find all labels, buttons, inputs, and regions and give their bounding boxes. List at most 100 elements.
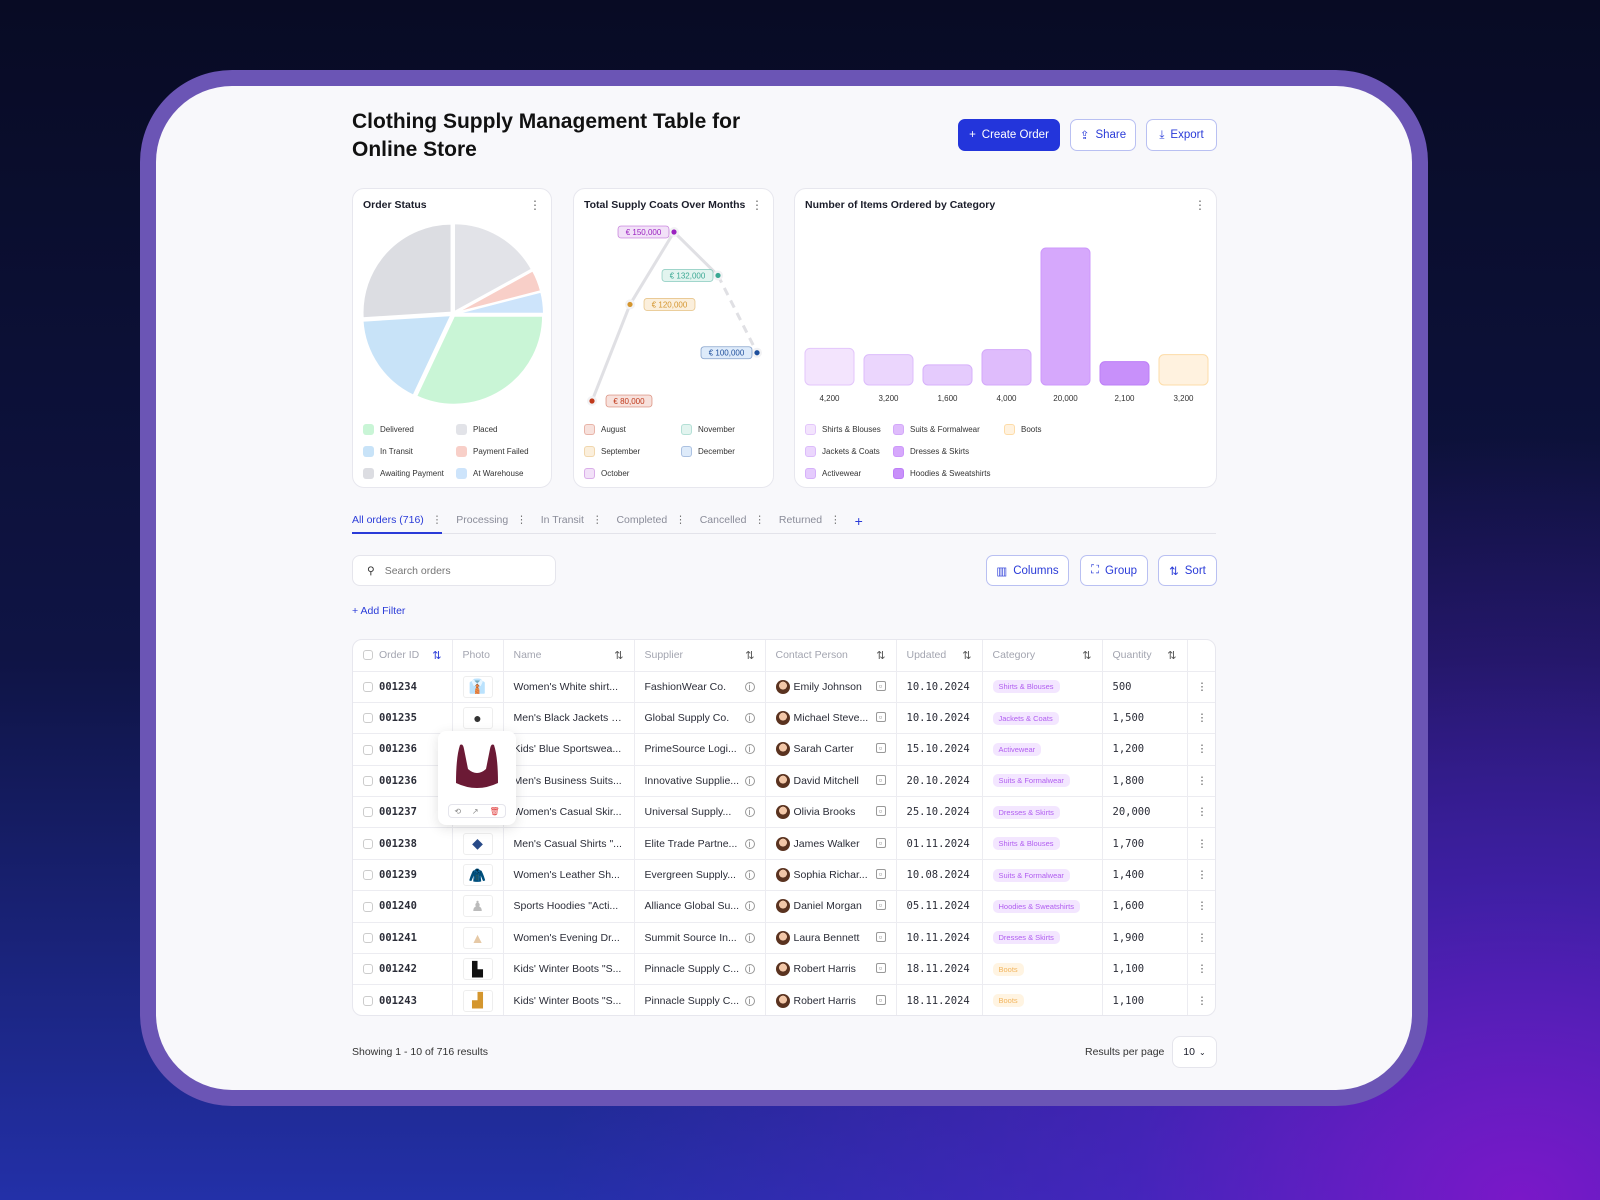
bar-activewear[interactable] (922, 364, 973, 386)
bar-jackets-coats[interactable] (863, 354, 914, 386)
column-header[interactable]: Order ID ⇅ (353, 640, 453, 672)
more-icon[interactable]: ⋮ (591, 514, 603, 526)
pie-slice-delivered[interactable] (414, 314, 545, 406)
info-icon[interactable]: i (744, 681, 755, 692)
more-icon[interactable]: ⋮ (751, 198, 763, 212)
table-row[interactable]: 001234 👔 Women's White shirt... i Fashion… (353, 671, 1215, 703)
contact-card-icon[interactable]: ▫ (875, 931, 886, 942)
row-more-icon[interactable]: ⋮ (1187, 733, 1215, 766)
row-checkbox[interactable] (363, 807, 373, 818)
per-page-select[interactable]: 10 ⌄ (1172, 1036, 1217, 1068)
row-checkbox[interactable] (363, 995, 373, 1006)
add-tab-icon[interactable]: + (854, 513, 863, 529)
column-header[interactable]: Name ⇅ (503, 640, 635, 672)
sort-icon[interactable]: ⇅ (876, 649, 886, 662)
row-more-icon[interactable]: ⋮ (1187, 890, 1215, 923)
column-header[interactable]: Photo (452, 640, 504, 672)
pie-slice-at-warehouse[interactable] (454, 290, 545, 315)
data-point[interactable] (589, 398, 595, 404)
data-point[interactable] (754, 350, 760, 356)
sort-button[interactable]: ⇅ Sort (1158, 555, 1217, 586)
tab-in-transit[interactable]: In Transit ⋮ (541, 514, 603, 534)
more-icon[interactable]: ⋮ (516, 514, 527, 526)
contact-card-icon[interactable]: ▫ (875, 900, 886, 911)
row-more-icon[interactable]: ⋮ (1187, 984, 1215, 1015)
pie-slice-placed[interactable] (453, 222, 534, 314)
column-header[interactable]: Supplier ⇅ (634, 640, 766, 672)
pie-slice-in-transit[interactable] (361, 314, 453, 397)
leather-jacket-photo[interactable]: 🧥 (462, 864, 493, 887)
data-point[interactable] (671, 229, 677, 235)
row-checkbox[interactable] (363, 838, 373, 849)
more-icon[interactable]: ⋮ (830, 514, 841, 526)
row-checkbox[interactable] (363, 870, 373, 881)
black-jacket-photo[interactable]: ● (462, 707, 493, 730)
tab-cancelled[interactable]: Cancelled ⋮ (700, 514, 765, 534)
tab-completed[interactable]: Completed ⋮ (616, 514, 685, 534)
contact-card-icon[interactable]: ▫ (875, 994, 886, 1005)
row-checkbox[interactable] (363, 713, 373, 724)
contact-card-icon[interactable]: ▫ (875, 806, 886, 817)
table-row[interactable]: 001240 ♟ Sports Hoodies "Acti... i Allian… (353, 890, 1215, 923)
row-checkbox[interactable] (363, 776, 373, 787)
info-icon[interactable]: i (744, 775, 755, 786)
contact-card-icon[interactable]: ▫ (875, 963, 886, 974)
blue-shirt-photo[interactable]: 👔 (462, 675, 493, 698)
bar-hoodies-sweatshirts[interactable] (1099, 361, 1150, 386)
black-boots-photo[interactable]: ▙ (462, 958, 493, 981)
row-more-icon[interactable]: ⋮ (1187, 953, 1215, 986)
bar-suits-formalwear[interactable] (981, 349, 1032, 386)
open-external-icon[interactable]: ↗ (471, 806, 479, 816)
info-icon[interactable]: i (744, 995, 755, 1006)
sort-icon[interactable]: ⇅ (1167, 649, 1177, 662)
row-checkbox[interactable] (363, 744, 373, 755)
row-more-icon[interactable]: ⋮ (1187, 702, 1215, 735)
bar-boots[interactable] (1158, 354, 1209, 386)
sort-icon[interactable]: ⇅ (745, 649, 755, 662)
contact-card-icon[interactable]: ▫ (875, 837, 886, 848)
column-header[interactable]: Updated ⇅ (896, 640, 983, 672)
table-row[interactable]: 001238 ◆ Men's Casual Shirts "... i Elite… (353, 827, 1215, 860)
tab-all-orders[interactable]: All orders (716) ⋮ (352, 514, 443, 534)
search-input[interactable] (384, 564, 535, 577)
group-button[interactable]: ⛶ Group (1080, 555, 1148, 586)
search-box[interactable]: ⚲ (352, 555, 556, 586)
row-more-icon[interactable]: ⋮ (1187, 671, 1215, 703)
row-more-icon[interactable]: ⋮ (1187, 796, 1215, 829)
table-row[interactable]: 001235 ● Men's Black Jackets "... i Globa… (353, 702, 1215, 735)
trash-icon[interactable]: 🗑 (489, 806, 500, 816)
tan-boots-photo[interactable]: ▟ (462, 989, 493, 1012)
info-icon[interactable]: i (744, 744, 755, 755)
contact-card-icon[interactable]: ▫ (875, 712, 886, 723)
table-row[interactable]: 001242 ▙ Kids' Winter Boots "S... i Pinna… (353, 953, 1215, 986)
row-checkbox[interactable] (363, 964, 373, 975)
sort-icon[interactable]: ⇅ (1082, 649, 1092, 662)
info-icon[interactable]: i (744, 838, 755, 849)
more-icon[interactable]: ⋮ (1194, 198, 1206, 212)
column-header[interactable]: Contact Person ⇅ (765, 640, 897, 672)
bar-dresses-skirts[interactable] (1040, 247, 1091, 386)
tab-processing[interactable]: Processing ⋮ (456, 514, 526, 534)
more-icon[interactable]: ⋮ (675, 514, 686, 526)
row-checkbox[interactable] (363, 901, 373, 912)
info-icon[interactable]: i (744, 964, 755, 975)
row-more-icon[interactable]: ⋮ (1187, 765, 1215, 798)
sort-icon[interactable]: ⇅ (614, 649, 624, 662)
data-point[interactable] (715, 272, 721, 279)
create-order-button[interactable]: + Create Order (958, 119, 1060, 151)
more-icon[interactable]: ⋮ (431, 514, 443, 526)
row-checkbox[interactable] (363, 933, 373, 944)
row-more-icon[interactable]: ⋮ (1187, 922, 1215, 955)
contact-card-icon[interactable]: ▫ (875, 743, 886, 754)
data-point[interactable] (627, 301, 633, 308)
evening-dress-photo[interactable]: ▲ (462, 926, 493, 949)
bar-shirts-blouses[interactable] (804, 347, 855, 386)
more-icon[interactable]: ⋮ (529, 198, 541, 212)
table-row[interactable]: 001239 🧥 Women's Leather Sh... i Evergree… (353, 859, 1215, 892)
columns-button[interactable]: ▥ Columns (986, 555, 1069, 586)
row-more-icon[interactable]: ⋮ (1187, 859, 1215, 892)
pie-slice-awaiting-payment[interactable] (361, 222, 453, 320)
contact-card-icon[interactable]: ▫ (875, 869, 886, 880)
column-header[interactable]: Quantity ⇅ (1102, 640, 1188, 672)
sort-icon[interactable]: ⇅ (432, 649, 442, 662)
